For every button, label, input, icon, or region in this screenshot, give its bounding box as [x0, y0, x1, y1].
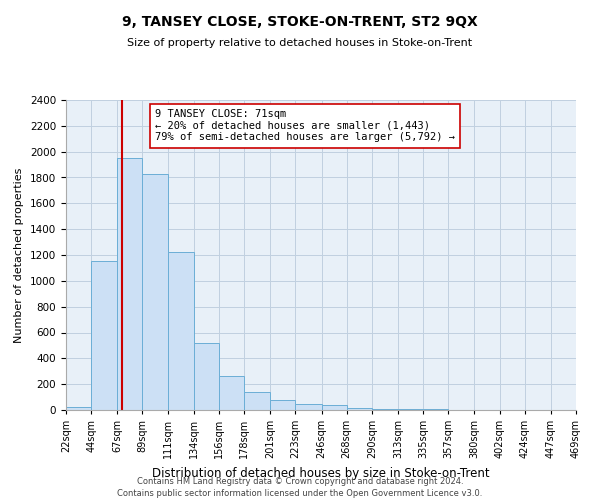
Y-axis label: Number of detached properties: Number of detached properties: [14, 168, 25, 342]
Bar: [118, 158, 142, 410]
Bar: [142, 174, 167, 410]
Bar: [244, 392, 270, 410]
X-axis label: Distribution of detached houses by size in Stoke-on-Trent: Distribution of detached houses by size …: [152, 466, 490, 479]
Bar: [270, 400, 295, 410]
Text: Size of property relative to detached houses in Stoke-on-Trent: Size of property relative to detached ho…: [127, 38, 473, 48]
Bar: [219, 376, 244, 410]
Text: Contains HM Land Registry data © Crown copyright and database right 2024.: Contains HM Land Registry data © Crown c…: [137, 478, 463, 486]
Bar: [295, 404, 322, 410]
Text: 9 TANSEY CLOSE: 71sqm
← 20% of detached houses are smaller (1,443)
79% of semi-d: 9 TANSEY CLOSE: 71sqm ← 20% of detached …: [155, 110, 455, 142]
Bar: [194, 343, 219, 410]
Text: Contains public sector information licensed under the Open Government Licence v3: Contains public sector information licen…: [118, 489, 482, 498]
Bar: [66, 407, 91, 410]
Bar: [347, 408, 372, 410]
Bar: [372, 408, 398, 410]
Text: 9, TANSEY CLOSE, STOKE-ON-TRENT, ST2 9QX: 9, TANSEY CLOSE, STOKE-ON-TRENT, ST2 9QX: [122, 15, 478, 29]
Bar: [322, 406, 347, 410]
Bar: [91, 262, 118, 410]
Bar: [167, 252, 194, 410]
